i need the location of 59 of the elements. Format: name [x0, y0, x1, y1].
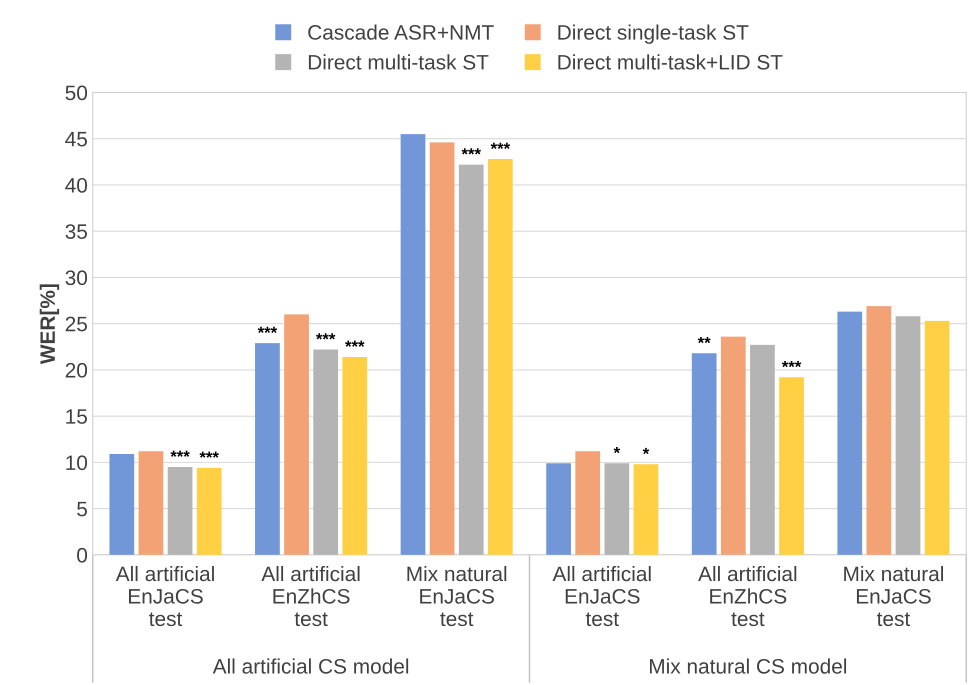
bar	[750, 344, 775, 555]
data-label: ***	[170, 450, 190, 457]
legend-label: Direct multi-task ST	[308, 54, 488, 70]
data-label: ***	[782, 360, 802, 368]
bar	[138, 451, 164, 555]
x-tick-label: All artificial EnZhCS test	[261, 566, 360, 626]
bar	[546, 463, 571, 555]
y-tick-label: 15	[66, 409, 87, 424]
y-tick-label: 5	[77, 502, 87, 516]
bar	[109, 454, 134, 555]
data-label: ***	[345, 340, 364, 347]
x-tick-label: Mix natural EnJaCS test	[844, 566, 943, 626]
bar	[488, 159, 513, 555]
x-tick-label: All artificial EnZhCS test	[698, 566, 796, 626]
legend-label: Direct multi-task+LID ST	[558, 54, 783, 70]
bar	[634, 464, 658, 555]
text: Mix natural CS model	[650, 658, 846, 674]
data-label: ***	[258, 326, 278, 333]
y-tick-label: 45	[65, 132, 87, 146]
bar	[779, 377, 804, 555]
legend-label: Direct single-task ST	[558, 24, 748, 44]
bar	[720, 336, 746, 555]
bar	[313, 350, 338, 555]
bar	[458, 164, 484, 555]
data-label: ***	[490, 142, 510, 149]
bar	[604, 463, 630, 555]
x-tick-label: All artificial EnJaCS test	[116, 566, 214, 626]
bar	[168, 467, 192, 555]
y-axis-title: WER[%]	[40, 284, 60, 364]
bar	[924, 320, 950, 555]
y-tick-label: 25	[66, 316, 87, 332]
y-tick-label: 40	[65, 178, 88, 193]
bar	[400, 134, 426, 555]
data-label: ***	[462, 148, 481, 154]
bar	[692, 353, 717, 555]
data-label: ***	[316, 333, 336, 340]
data-label: *	[642, 448, 650, 454]
y-tick-label: 35	[65, 224, 87, 239]
legend-label: Cascade ASR+NMT	[308, 24, 494, 40]
bar	[575, 451, 600, 555]
bar	[284, 314, 309, 555]
bar	[866, 306, 892, 555]
bar	[255, 343, 280, 555]
y-tick-label: 10	[66, 455, 88, 470]
y-tick-label: 30	[65, 270, 88, 286]
y-tick-label: 20	[66, 362, 88, 378]
bar	[837, 312, 862, 555]
text: All artificial CS model	[212, 658, 408, 674]
y-tick-label: 50	[66, 85, 88, 100]
x-tick-label: All artificial EnJaCS test	[552, 566, 651, 626]
bar	[342, 356, 368, 555]
data-label: **	[698, 336, 711, 344]
bar	[896, 316, 920, 555]
bar	[430, 142, 455, 555]
data-label: *	[614, 446, 620, 454]
y-tick-label: 0	[77, 548, 88, 563]
data-label: ***	[200, 452, 219, 458]
x-tick-label: Mix natural EnJaCS test	[407, 566, 506, 626]
bar	[196, 468, 222, 555]
